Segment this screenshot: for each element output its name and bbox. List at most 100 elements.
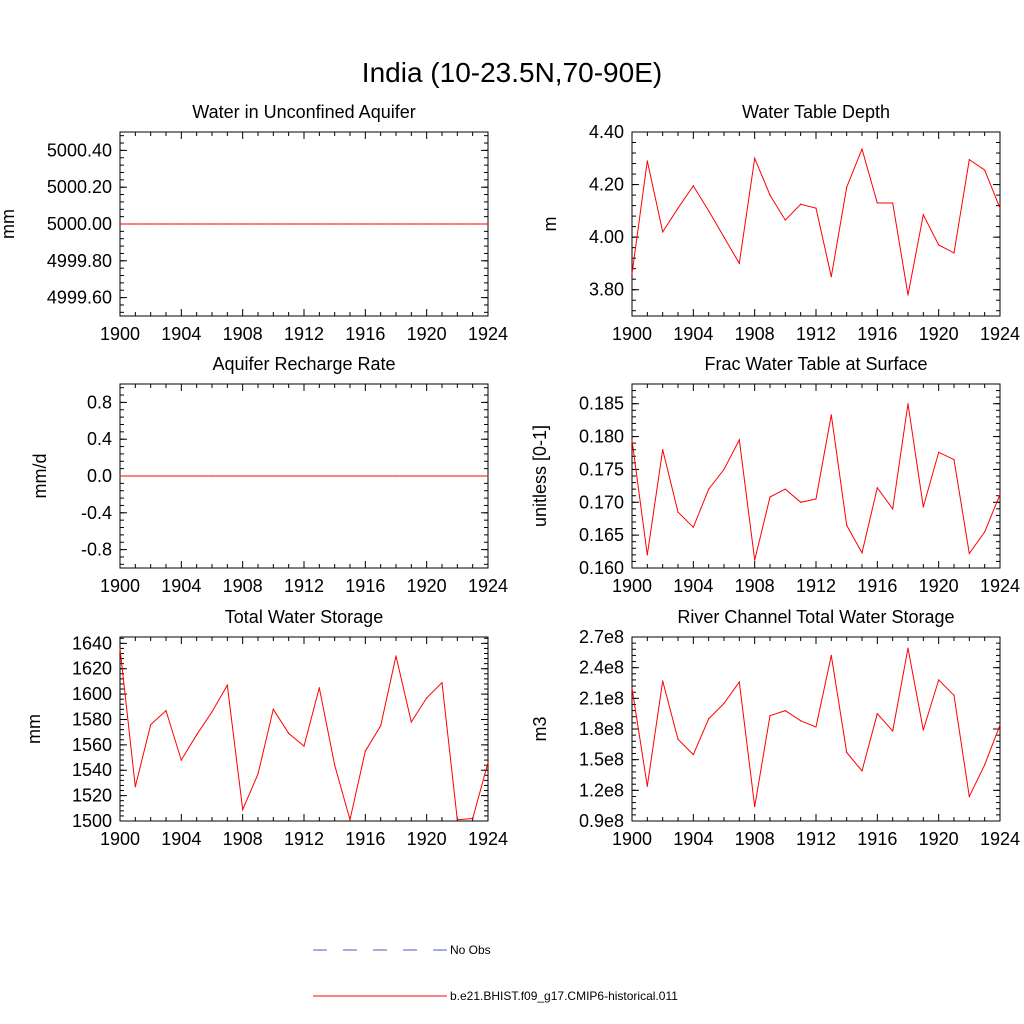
data-point — [984, 764, 986, 766]
y-tick-label: 4.00 — [589, 227, 624, 247]
data-point — [456, 475, 458, 477]
data-point — [272, 223, 274, 225]
data-point — [784, 488, 786, 490]
y-tick-label: 1580 — [72, 709, 112, 729]
y-tick-label: 1.2e8 — [579, 780, 624, 800]
data-point — [953, 458, 955, 461]
data-point — [180, 223, 182, 225]
data-point — [769, 715, 771, 717]
x-tick-label: 1900 — [100, 576, 140, 596]
data-point — [211, 475, 213, 477]
y-tick-label: 4999.60 — [47, 288, 112, 308]
x-tick-label: 1916 — [345, 829, 385, 849]
x-tick-label: 1916 — [345, 324, 385, 344]
data-point — [272, 708, 274, 710]
data-point — [723, 702, 725, 705]
x-tick-label: 1908 — [735, 576, 775, 596]
data-point — [334, 223, 336, 225]
x-tick-label: 1920 — [919, 576, 959, 596]
panel-1: Water in Unconfined Aquifer mm 1900 1904 190… — [0, 102, 508, 344]
plot-frame — [631, 383, 1001, 569]
data-point — [119, 475, 121, 477]
data-point — [487, 475, 489, 477]
data-point — [380, 475, 382, 477]
y-tick-label: 2.7e8 — [579, 627, 624, 647]
data-point — [815, 726, 817, 728]
data-point — [318, 475, 320, 477]
y-tick-label: 0.8 — [87, 392, 112, 412]
x-tick-label: 1908 — [735, 829, 775, 849]
x-tick-label: 1912 — [284, 324, 324, 344]
data-point — [242, 808, 244, 811]
y-tick-label: -0.4 — [81, 503, 112, 523]
data-point — [646, 785, 648, 787]
y-tick-label: 1540 — [72, 760, 112, 780]
x-tick-label: 1908 — [223, 324, 263, 344]
data-point — [441, 682, 443, 684]
data-point — [892, 508, 894, 510]
panel-title: Water Table Depth — [742, 102, 890, 122]
data-point — [938, 244, 940, 246]
legend-entry-model: b.e21.BHIST.f09_g17.CMIP6-historical.011 — [313, 989, 678, 1003]
data-point — [150, 475, 152, 477]
data-point — [410, 223, 412, 225]
data-point — [784, 710, 786, 712]
x-tick-label: 1924 — [468, 324, 508, 344]
data-point — [119, 647, 121, 650]
data-point — [165, 710, 167, 712]
x-tick-label: 1920 — [919, 829, 959, 849]
data-point — [318, 687, 320, 689]
y-tick-label: 4.20 — [589, 175, 624, 195]
data-point — [631, 273, 633, 275]
data-point — [211, 223, 213, 225]
y-tick-label: 0.4 — [87, 429, 112, 449]
data-point — [380, 725, 382, 727]
data-point — [303, 223, 305, 225]
data-point — [426, 697, 428, 699]
data-point — [395, 475, 397, 477]
y-tick-label: 1560 — [72, 735, 112, 755]
x-tick-label: 1900 — [612, 829, 652, 849]
data-point — [938, 451, 940, 453]
x-tick-label: 1916 — [857, 829, 897, 849]
panel-3: Aquifer Recharge Rate mm/d 1900 1904 1908 191… — [30, 354, 508, 596]
legend-label-no-obs: No Obs — [450, 943, 491, 957]
data-point — [830, 654, 832, 657]
y-tick-label: 3.80 — [589, 280, 624, 300]
data-point — [754, 157, 756, 159]
data-point — [364, 750, 366, 752]
data-point — [938, 679, 940, 681]
x-tick-label: 1920 — [919, 324, 959, 344]
x-tick-label: 1916 — [857, 576, 897, 596]
data-point — [815, 498, 817, 500]
data-point — [692, 526, 694, 528]
data-point — [769, 496, 771, 498]
series-line — [631, 147, 1001, 296]
y-tick-label: -0.8 — [81, 540, 112, 560]
data-point — [846, 524, 848, 526]
data-point — [395, 655, 397, 657]
x-tick-label: 1900 — [612, 324, 652, 344]
x-tick-label: 1912 — [284, 829, 324, 849]
x-tick-label: 1916 — [345, 576, 385, 596]
data-point — [180, 759, 182, 761]
data-point — [830, 275, 832, 278]
data-point — [364, 223, 366, 225]
data-point — [334, 475, 336, 477]
x-tick-label: 1908 — [223, 829, 263, 849]
data-point — [226, 684, 228, 686]
data-point — [426, 223, 428, 225]
data-point — [646, 160, 648, 162]
data-point — [487, 762, 489, 764]
data-point — [754, 806, 756, 808]
x-tick-label: 1920 — [407, 324, 447, 344]
panel-title: Total Water Storage — [225, 607, 383, 627]
data-point — [150, 723, 152, 726]
y-tick-label: 4.40 — [589, 122, 624, 142]
data-point — [861, 148, 863, 150]
data-point — [692, 753, 694, 756]
x-tick-label: 1916 — [857, 324, 897, 344]
data-point — [395, 223, 397, 225]
x-tick-label: 1924 — [468, 576, 508, 596]
data-point — [999, 724, 1001, 726]
